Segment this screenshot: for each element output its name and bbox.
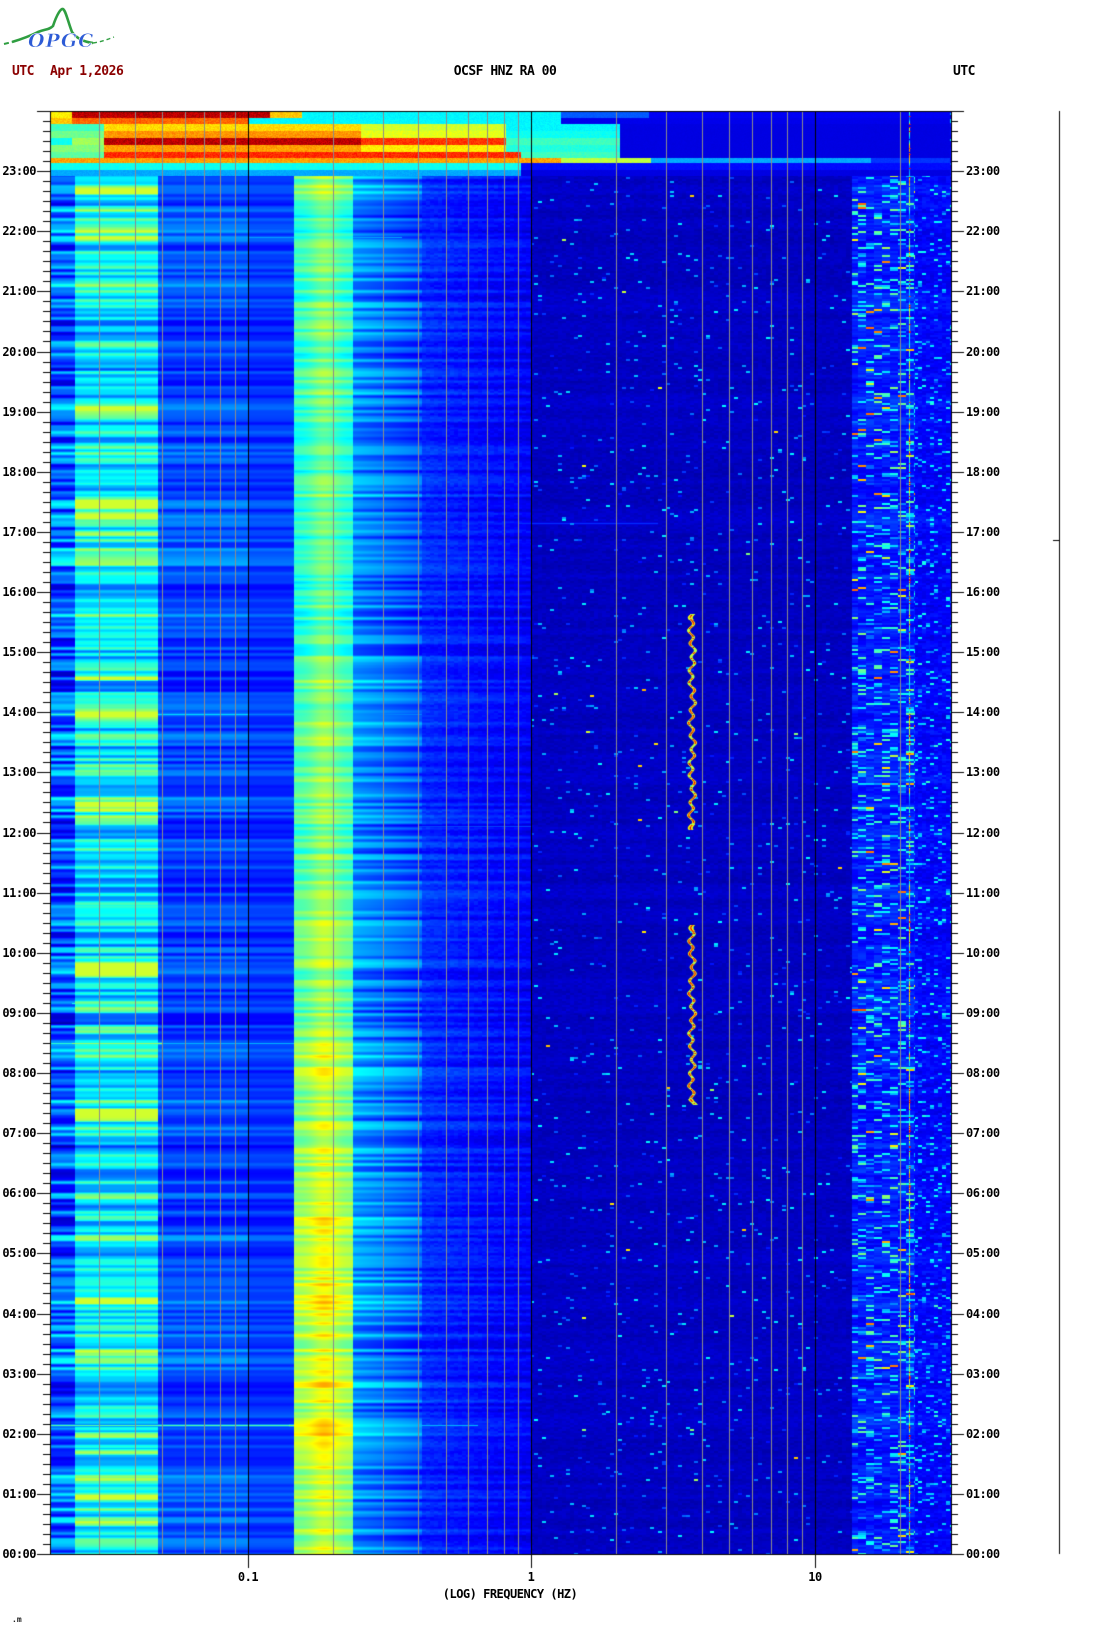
y-tick-label-right: 05:00 — [966, 1246, 1000, 1260]
y-tick-label-left: 02:00 — [2, 1427, 36, 1441]
y-tick-label-left: 12:00 — [2, 826, 36, 840]
y-tick-label-right: 22:00 — [966, 224, 1000, 238]
y-tick-label-right: 17:00 — [966, 525, 1000, 539]
y-tick-label-right: 12:00 — [966, 826, 1000, 840]
y-tick-label-right: 06:00 — [966, 1186, 1000, 1200]
y-tick-label-left: 05:00 — [2, 1246, 36, 1260]
y-tick-label-left: 03:00 — [2, 1367, 36, 1381]
y-tick-label-right: 18:00 — [966, 465, 1000, 479]
y-tick-label-left: 07:00 — [2, 1126, 36, 1140]
y-tick-label-right: 03:00 — [966, 1367, 1000, 1381]
y-tick-label-left: 01:00 — [2, 1487, 36, 1501]
y-tick-label-left: 18:00 — [2, 465, 36, 479]
y-tick-label-right: 02:00 — [966, 1427, 1000, 1441]
x-tick-label: 0.1 — [237, 1570, 259, 1584]
y-tick-label-right: 21:00 — [966, 284, 1000, 298]
y-tick-label-right: 15:00 — [966, 645, 1000, 659]
y-tick-label-right: 11:00 — [966, 886, 1000, 900]
y-tick-label-left: 14:00 — [2, 705, 36, 719]
y-tick-label-left: 10:00 — [2, 946, 36, 960]
y-tick-label-left: 11:00 — [2, 886, 36, 900]
y-tick-label-right: 07:00 — [966, 1126, 1000, 1140]
y-tick-label-left: 08:00 — [2, 1066, 36, 1080]
y-tick-label-right: 13:00 — [966, 765, 1000, 779]
y-tick-label-right: 00:00 — [966, 1547, 1000, 1561]
x-tick-label: 1 — [527, 1570, 535, 1584]
y-tick-label-left: 20:00 — [2, 345, 36, 359]
y-tick-label-right: 09:00 — [966, 1006, 1000, 1020]
y-tick-label-left: 21:00 — [2, 284, 36, 298]
y-tick-label-right: 19:00 — [966, 405, 1000, 419]
y-tick-label-left: 23:00 — [2, 164, 36, 178]
y-tick-label-left: 04:00 — [2, 1307, 36, 1321]
y-tick-label-right: 20:00 — [966, 345, 1000, 359]
y-tick-label-right: 16:00 — [966, 585, 1000, 599]
y-tick-label-left: 16:00 — [2, 585, 36, 599]
y-tick-label-left: 17:00 — [2, 525, 36, 539]
footer-mark: .m — [12, 1615, 22, 1624]
x-axis-title: (LOG) FREQUENCY (HZ) — [442, 1587, 578, 1601]
y-tick-label-right: 08:00 — [966, 1066, 1000, 1080]
y-tick-label-left: 00:00 — [2, 1547, 36, 1561]
y-tick-label-right: 01:00 — [966, 1487, 1000, 1501]
y-tick-label-right: 10:00 — [966, 946, 1000, 960]
y-tick-label-right: 23:00 — [966, 164, 1000, 178]
y-tick-label-left: 15:00 — [2, 645, 36, 659]
y-tick-label-right: 14:00 — [966, 705, 1000, 719]
y-tick-label-left: 06:00 — [2, 1186, 36, 1200]
y-tick-label-left: 22:00 — [2, 224, 36, 238]
x-tick-label: 10 — [808, 1570, 822, 1584]
y-tick-label-left: 19:00 — [2, 405, 36, 419]
y-tick-label-left: 13:00 — [2, 765, 36, 779]
y-tick-label-right: 04:00 — [966, 1307, 1000, 1321]
y-tick-label-left: 09:00 — [2, 1006, 36, 1020]
